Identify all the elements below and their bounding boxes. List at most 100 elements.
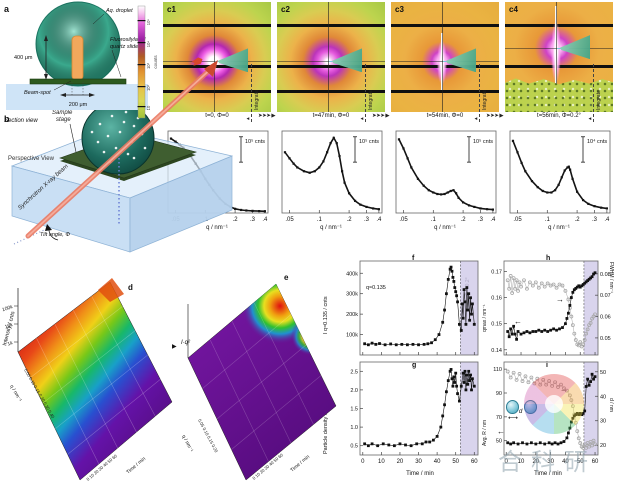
data-point [571, 290, 575, 294]
droplet-pointer [92, 13, 105, 25]
x-tick-label: .3 [364, 217, 370, 223]
data-point [448, 369, 452, 373]
integrate-annotation: Integrate ◂ [247, 64, 260, 122]
y-tick-label: 0.17 [491, 269, 502, 275]
data-point [389, 342, 393, 346]
y-tick-label: 0.06 [600, 315, 611, 321]
data-point [529, 375, 534, 380]
data-point [536, 285, 541, 290]
z-tick: 10k [4, 322, 14, 330]
data-point [507, 286, 512, 291]
x-tick-label: 0 [505, 459, 509, 465]
detector-gap [277, 64, 385, 68]
data-point [593, 312, 597, 317]
x-tick-label: 50 [577, 459, 584, 465]
data-point [530, 180, 534, 183]
c2-caption: t=47min, Φ=0 [312, 113, 350, 119]
panel-d-label: d [128, 283, 133, 292]
q-axis-label: q / nm⁻¹ [8, 384, 22, 403]
data-point [505, 369, 510, 374]
data-point [570, 323, 575, 327]
colorbar-tick-label: 10 [146, 105, 151, 110]
y-tick-label: 100k [346, 333, 358, 339]
data-point [538, 441, 542, 445]
series-line [364, 266, 475, 346]
data-point [555, 328, 558, 332]
data-point [542, 284, 547, 289]
data-point [464, 322, 468, 326]
series-line [284, 136, 380, 210]
data-point [486, 208, 489, 211]
data-point [449, 265, 453, 269]
data-point [472, 384, 476, 388]
data-point [405, 343, 409, 347]
panel-h-plot: 0.14 0.15 0.16 0.17 0.05 0.06 0.07 0.08 [491, 260, 611, 356]
data-point [288, 157, 291, 160]
data-point [363, 342, 367, 346]
watermark-text: 合科研 [498, 449, 597, 476]
data-point [587, 202, 590, 205]
integrate-label: Integrate [368, 90, 374, 110]
data-point [529, 441, 533, 445]
data-point [452, 189, 455, 192]
data-point [456, 300, 459, 304]
integrate-label: Integrate [254, 90, 260, 110]
data-point [472, 322, 476, 326]
data-point [569, 398, 574, 403]
data-point [427, 189, 430, 192]
data-point [448, 267, 452, 271]
x-tick-label: .05 [513, 217, 522, 223]
section-view-label: Section view [4, 118, 38, 124]
data-point [424, 440, 428, 444]
data-point [511, 370, 516, 375]
data-point [560, 176, 563, 179]
data-point [547, 379, 552, 383]
y-tick-label: 90 [496, 391, 502, 397]
q-xlabel-4: q / nm⁻¹ [548, 225, 570, 231]
integrate-annotation: Integrate ◂ [589, 64, 602, 122]
x-tick-label: .05 [285, 217, 294, 223]
data-point [415, 442, 419, 446]
data-point [394, 343, 398, 347]
data-point [513, 332, 517, 336]
data-point [578, 441, 583, 445]
h-arrow-left-icon: ← [514, 317, 522, 326]
data-point [440, 193, 443, 196]
sequence-arrow-icon: ➤➤➤ ▶ [258, 113, 276, 119]
data-point [468, 318, 472, 322]
q-xlabel-1: q / nm⁻¹ [206, 225, 228, 231]
q-xlabel-2: q / nm⁻¹ [320, 225, 342, 231]
crosshair-v [555, 2, 557, 112]
data-point [456, 392, 459, 396]
f-q-annotation: q≈0.135 [366, 285, 386, 291]
data-point [556, 385, 560, 389]
data-point [453, 381, 457, 384]
height-dim-label: 400 μm [14, 55, 33, 61]
data-point [471, 377, 474, 381]
data-point [538, 382, 543, 387]
data-point [554, 189, 557, 192]
data-point [570, 404, 575, 409]
detector-gap [277, 24, 385, 27]
y-tick-label: 200k [346, 312, 358, 318]
data-point [458, 322, 461, 326]
x-tick-label: 60 [592, 459, 599, 465]
data-point [591, 438, 596, 443]
data-point [432, 191, 435, 194]
integrate-annotation: Integrate ◂ [475, 64, 488, 122]
y-tick-label: 0.08 [600, 272, 611, 278]
colorbar-tick-label: 10³ [146, 62, 151, 69]
x-tick-label: .2 [575, 217, 581, 223]
y-tick-label: 50 [600, 370, 606, 376]
data-point [584, 331, 589, 336]
scalebar-label-1: 10⁵ cnts [245, 139, 266, 145]
data-point [558, 327, 561, 331]
data-point [581, 342, 586, 347]
data-point [525, 286, 529, 291]
inset-droplet-icon [524, 400, 537, 414]
data-point [420, 442, 424, 446]
data-point [461, 201, 465, 204]
data-point [585, 327, 590, 332]
data-point [332, 136, 335, 139]
